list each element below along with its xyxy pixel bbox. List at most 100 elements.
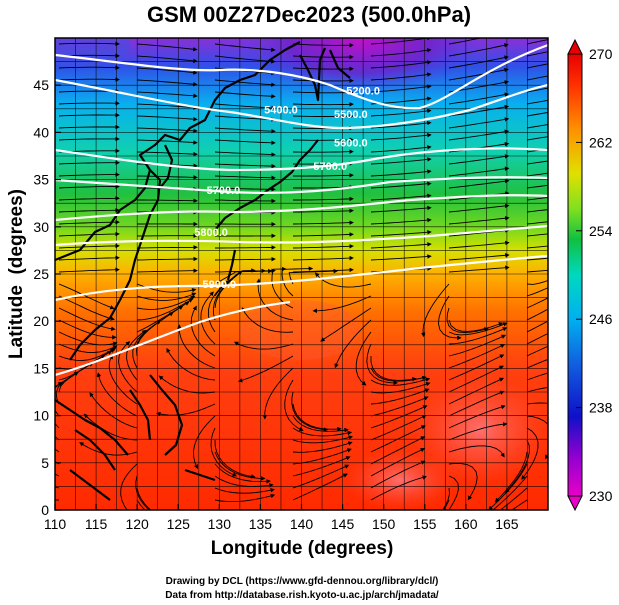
streamline — [292, 42, 354, 48]
colorbar-bottom-arrow — [567, 495, 583, 512]
streamline — [292, 149, 354, 154]
streamline — [292, 456, 351, 477]
streamline — [193, 415, 216, 470]
streamline — [190, 305, 216, 357]
x-tick-label: 160 — [454, 516, 478, 532]
streamline — [136, 487, 152, 510]
y-axis-title: Latitude (degrees) — [6, 189, 27, 359]
streamline — [320, 307, 372, 342]
streamline — [448, 334, 507, 357]
streamline — [136, 139, 198, 145]
streamline — [210, 427, 238, 477]
streamline — [292, 66, 354, 72]
streamline — [312, 295, 372, 313]
streamline — [420, 283, 450, 338]
streamline — [58, 112, 120, 118]
streamline — [370, 145, 432, 153]
streamline — [370, 120, 432, 129]
y-tick-label: 15 — [33, 360, 49, 376]
streamline — [212, 270, 243, 321]
streamline — [370, 205, 432, 213]
streamline — [438, 295, 462, 341]
streamline — [448, 462, 478, 501]
streamline — [292, 403, 342, 432]
streamline — [214, 175, 276, 180]
chart-title: GSM 00Z27Dec2023 (500.0hPa) — [147, 2, 471, 27]
y-tick-label: 25 — [33, 266, 49, 282]
contour-label: 5400.0 — [264, 105, 298, 117]
streamline — [370, 108, 432, 117]
streamline — [233, 341, 294, 350]
streamline — [293, 208, 354, 214]
streamline — [370, 388, 430, 405]
streamline — [136, 298, 194, 321]
streamline — [256, 278, 294, 321]
streamline — [521, 427, 539, 480]
streamline — [370, 414, 427, 441]
streamline — [448, 354, 505, 381]
x-tick-label: 130 — [208, 516, 232, 532]
streamline — [370, 381, 431, 394]
streamline — [526, 39, 548, 45]
streamline — [291, 391, 329, 432]
streamline — [58, 307, 116, 331]
streamline — [262, 367, 294, 420]
streamline — [526, 402, 548, 405]
streamline — [284, 379, 304, 431]
y-tick-label: 20 — [33, 313, 49, 329]
streamline — [370, 396, 429, 417]
streamline — [370, 460, 426, 489]
warm-patch-central — [240, 300, 360, 360]
colorbar-tick-label: 238 — [589, 400, 613, 416]
streamline — [292, 90, 354, 95]
streamline — [370, 193, 432, 201]
streamline — [526, 136, 548, 141]
streamline — [355, 331, 372, 386]
streamline — [58, 196, 120, 201]
streamline — [156, 403, 216, 417]
height-contours — [55, 43, 548, 377]
streamline — [526, 245, 548, 249]
streamline — [58, 243, 120, 249]
streamline — [214, 115, 276, 122]
streamline — [55, 486, 60, 489]
warm-patch-east — [410, 375, 548, 485]
streamline — [136, 292, 197, 301]
streamline — [58, 283, 115, 310]
streamline — [448, 344, 506, 369]
streamline — [526, 345, 548, 357]
streamline — [58, 184, 120, 189]
streamline — [370, 217, 432, 225]
streamline — [293, 173, 354, 178]
streamline — [237, 355, 294, 383]
streamline — [58, 295, 115, 321]
y-tick-label: 5 — [41, 455, 49, 471]
streamline — [58, 219, 120, 225]
streamline — [370, 475, 427, 501]
streamline — [448, 319, 504, 332]
streamline — [370, 84, 432, 93]
streamline — [292, 54, 354, 60]
contour-label: 5600.0 — [334, 138, 368, 150]
streamline — [370, 405, 428, 429]
x-axis-title: Longitude (degrees) — [211, 538, 394, 559]
colorbar: 230 238 246 254 262 270 — [567, 38, 613, 512]
streamline — [370, 181, 432, 189]
streamline — [136, 103, 198, 110]
streamline — [214, 493, 276, 503]
streamline — [292, 113, 354, 119]
streamline — [292, 137, 354, 143]
contour-label: 5800.0 — [194, 227, 228, 239]
streamline — [370, 425, 426, 453]
streamline — [448, 178, 510, 189]
streamline — [526, 297, 548, 309]
streamline — [526, 269, 548, 273]
y-tick-label: 35 — [33, 172, 49, 188]
streamline — [292, 415, 349, 433]
y-axis: 0 5 10 15 20 25 30 35 40 45 — [33, 77, 61, 518]
colorbar-tick-label: 254 — [589, 223, 613, 239]
streamline — [526, 99, 548, 105]
streamline — [370, 132, 432, 141]
streamline — [526, 111, 548, 117]
contour-label: 5700.0 — [207, 185, 241, 197]
